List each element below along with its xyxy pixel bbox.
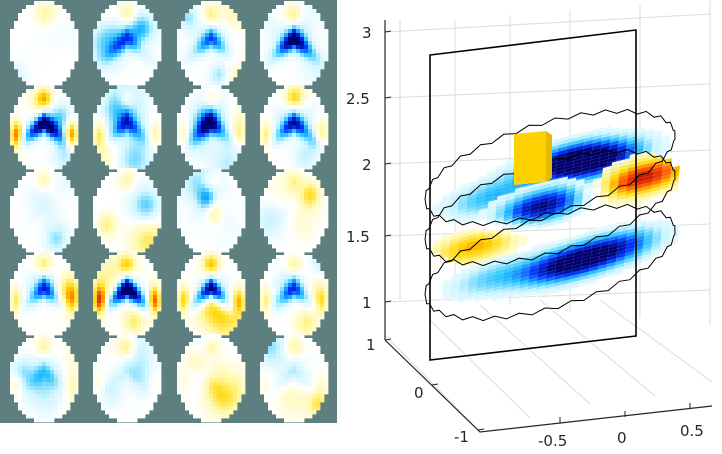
heatmap-cell	[260, 334, 329, 423]
surface3d-panel: 3 2.5 2 1.5 1 1 0 -1 -0.5 0 0.5	[346, 0, 713, 450]
z-tick-label: 1.5	[346, 228, 370, 246]
heatmap-column	[10, 1, 79, 423]
heatmap-cell	[177, 334, 246, 423]
z-tick	[384, 96, 392, 99]
z-tick-label: 1	[362, 294, 372, 312]
heatmap-cell	[260, 85, 329, 174]
heatmap-cell	[260, 168, 329, 257]
grid-line	[384, 83, 711, 99]
y-tick	[477, 428, 485, 431]
x-tick-label: -0.5	[538, 432, 567, 450]
heatmap-column	[260, 1, 329, 423]
heatmap-cell	[10, 1, 79, 90]
heatmap-cell	[93, 334, 162, 423]
heatmap-cell	[177, 168, 246, 257]
z-tick	[384, 300, 392, 303]
heatmap-cell	[260, 251, 329, 340]
floor-axis	[384, 339, 713, 433]
z-tick	[384, 30, 392, 33]
z-tick-label: 2	[362, 156, 372, 174]
slice-outline	[424, 148, 676, 267]
z-tick-label: 2.5	[346, 90, 370, 108]
heatmap-cell	[10, 85, 79, 174]
z-tick	[384, 234, 392, 237]
y-tick-label: -1	[454, 428, 469, 446]
heatmap-cell	[93, 251, 162, 340]
slice-outlines	[424, 29, 676, 361]
x-tick-label: 0	[617, 429, 627, 447]
slice-outline	[424, 203, 676, 322]
grid-line	[429, 319, 531, 419]
yellow-column	[514, 131, 552, 185]
slice-outline	[424, 108, 676, 227]
heatmap-cell	[93, 85, 162, 174]
heatmap-column	[177, 1, 246, 423]
grid-line	[539, 299, 656, 397]
heatmap-cell	[177, 85, 246, 174]
column-front	[514, 131, 546, 185]
slice-plane	[429, 29, 637, 361]
x-tick-label: 0.5	[680, 422, 704, 440]
grid-line	[479, 304, 591, 405]
heatmap-panel	[0, 0, 337, 423]
heatmap-cell	[10, 168, 79, 257]
grid-line	[384, 289, 711, 303]
heatmap-cell	[177, 1, 246, 90]
column-side	[546, 131, 552, 182]
heatmap-cell	[177, 251, 246, 340]
heatmap-cell	[260, 1, 329, 90]
grid-line	[599, 299, 713, 383]
y-tick-label: 1	[366, 336, 376, 354]
y-tick	[384, 338, 392, 341]
heatmap-cell	[10, 334, 79, 423]
z-tick-label: 3	[362, 24, 372, 42]
heatmap-cell	[93, 1, 162, 90]
slice-layer	[441, 218, 680, 304]
heatmap-column	[93, 1, 162, 423]
y-tick-label: 0	[414, 384, 424, 402]
z-tick	[384, 162, 392, 165]
tick-labels: 3 2.5 2 1.5 1 1 0 -1 -0.5 0 0.5	[346, 24, 704, 450]
grid-line	[384, 13, 711, 33]
y-tick	[431, 383, 439, 386]
heatmap-cell	[93, 168, 162, 257]
heatmap-cell	[10, 251, 79, 340]
